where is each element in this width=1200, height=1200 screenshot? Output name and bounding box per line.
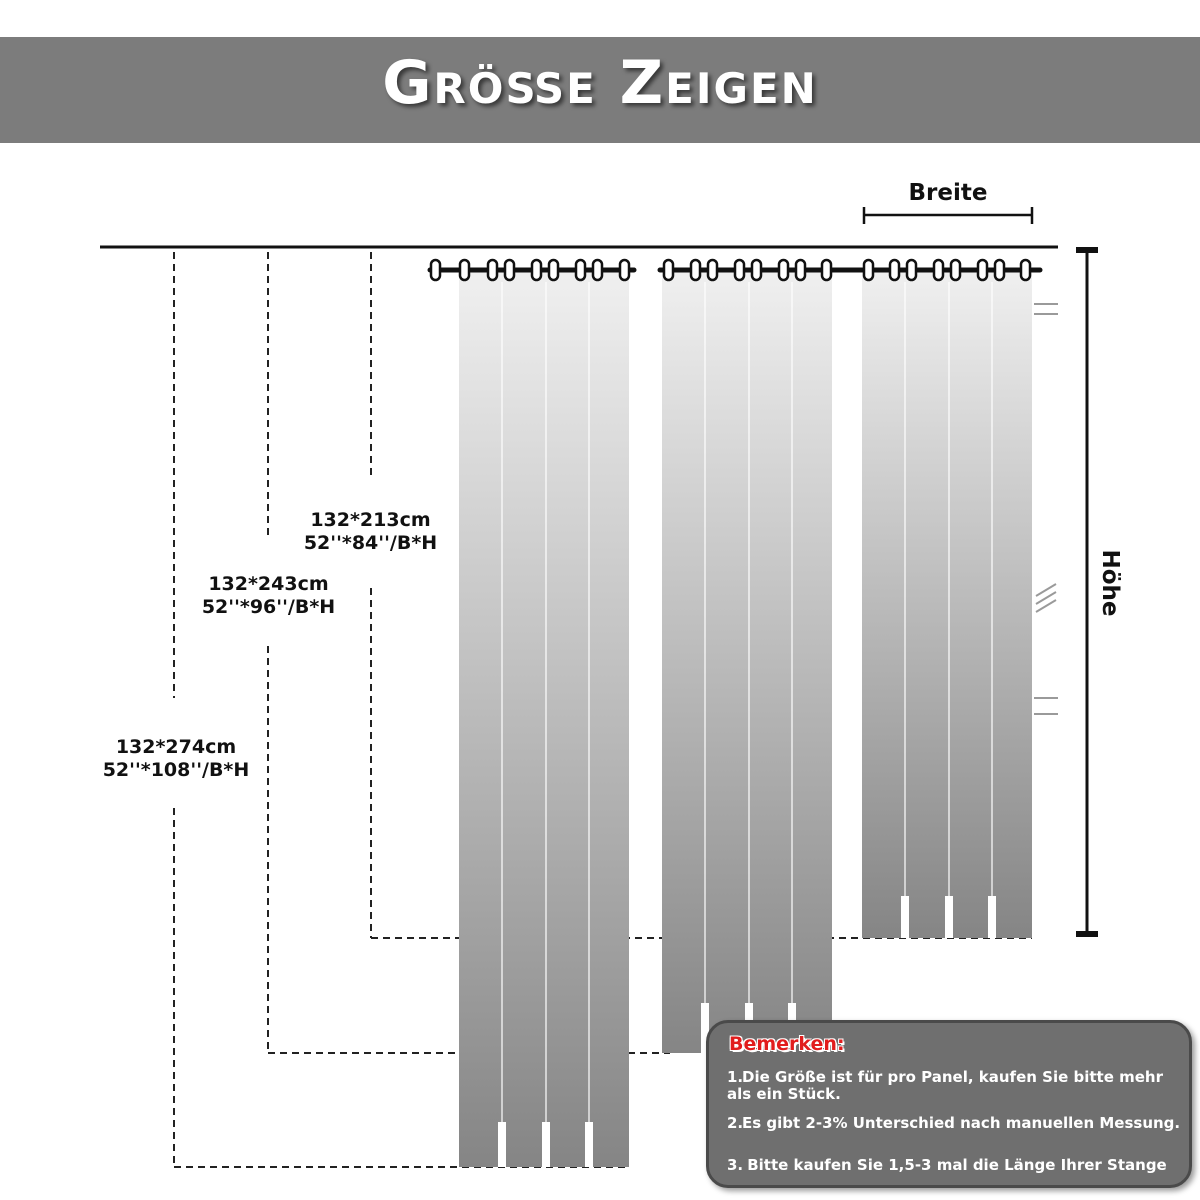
- title-banner: [0, 37, 1200, 143]
- size-213-imperial: 52''*84''/B*H: [303, 532, 438, 554]
- size-274-imperial: 52''*108''/B*H: [102, 759, 250, 781]
- width-label: Breite: [908, 180, 988, 206]
- curtain-panel-long: [459, 268, 629, 1167]
- size-213-metric: 132*213cm: [310, 509, 431, 531]
- notes-title: Bemerken:: [729, 1033, 845, 1055]
- size-label-274: 132*274cm 52''*108''/B*H: [96, 736, 256, 782]
- note-item-2: 2.Es gibt 2-3% Unterschied nach manuelle…: [727, 1115, 1185, 1132]
- note-text: Die Größe ist für pro Panel, kaufen Sie …: [727, 1068, 1163, 1103]
- size-label-213: 132*213cm 52''*84''/B*H: [298, 509, 443, 555]
- page-title: Größe Zeigen: [382, 48, 818, 118]
- note-number: 1.: [727, 1068, 744, 1086]
- notes-box: Bemerken: 1.Die Größe ist für pro Panel,…: [706, 1020, 1192, 1188]
- curtain-panel-medium: [662, 268, 832, 1053]
- size-243-imperial: 52''*96''/B*H: [201, 596, 336, 618]
- curtain-panel-short: [862, 268, 1032, 938]
- note-item-1: 1.Die Größe ist für pro Panel, kaufen Si…: [727, 1069, 1185, 1103]
- width-bracket: [862, 207, 1034, 224]
- note-number: 2.: [727, 1114, 744, 1132]
- decorative-marks: [1034, 303, 1058, 715]
- height-bracket: [1076, 247, 1098, 937]
- grommet-rings: [429, 258, 1032, 282]
- size-274-metric: 132*274cm: [115, 736, 237, 758]
- note-item-3: 3. Bitte kaufen Sie 1,5-3 mal die Länge …: [727, 1157, 1185, 1174]
- size-label-243: 132*243cm 52''*96''/B*H: [196, 573, 341, 619]
- height-label: Höhe: [1097, 549, 1123, 617]
- note-text: Es gibt 2-3% Unterschied nach manuellen …: [742, 1114, 1181, 1132]
- size-243-metric: 132*243cm: [208, 573, 329, 595]
- note-number: 3.: [727, 1156, 744, 1174]
- note-text: Bitte kaufen Sie 1,5-3 mal die Länge Ihr…: [742, 1156, 1167, 1174]
